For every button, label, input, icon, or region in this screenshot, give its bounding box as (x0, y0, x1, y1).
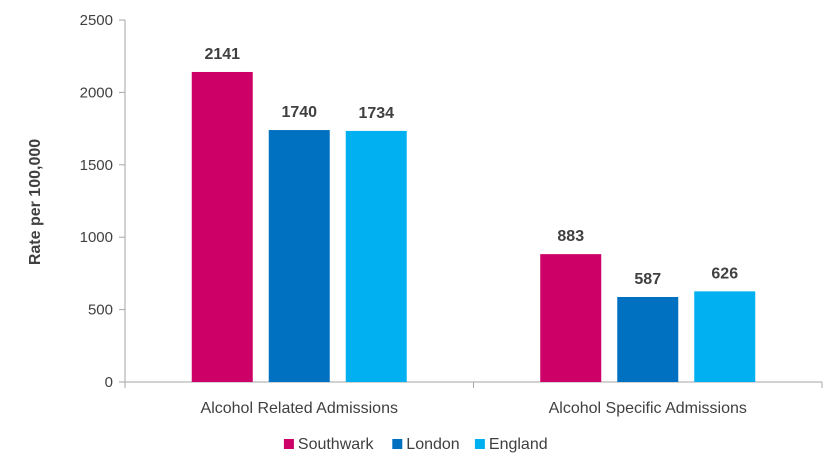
legend: Southwark London England (283, 436, 548, 453)
x-category-label: Alcohol Related Admissions (201, 400, 398, 417)
data-labels: 2141 1740 1734 883 587 626 (204, 46, 738, 288)
legend-swatch (283, 439, 294, 449)
bar (694, 291, 756, 382)
bar-data-label: 1740 (281, 104, 317, 121)
legend-label: Southwark (298, 436, 375, 453)
y-tick-label: 500 (88, 302, 113, 319)
bars (191, 71, 756, 382)
legend-swatch (474, 439, 485, 449)
legend-swatch (392, 439, 403, 449)
bar (540, 254, 602, 382)
bar (345, 130, 407, 382)
bar (191, 71, 253, 382)
y-tick-label: 1500 (80, 157, 113, 174)
y-tick-label: 2500 (80, 12, 113, 29)
bar (617, 297, 679, 382)
x-category-label: Alcohol Specific Admissions (549, 400, 747, 417)
bar-data-label: 2141 (204, 46, 240, 63)
bar-data-label: 587 (634, 271, 661, 288)
legend-label: England (489, 436, 548, 453)
x-axis: Alcohol Related Admissions Alcohol Specif… (124, 381, 823, 417)
bar-data-label: 1734 (358, 105, 394, 122)
bar (268, 130, 330, 382)
y-tick-label: 2000 (80, 84, 113, 101)
y-tick-label: 0 (105, 374, 113, 391)
bar-data-label: 626 (711, 265, 738, 282)
y-axis: 0 500 1000 1500 2000 2500 (80, 12, 126, 391)
y-tick-label: 1000 (80, 229, 113, 246)
bar-data-label: 883 (557, 228, 584, 245)
legend-label: London (406, 436, 459, 453)
y-axis-title: Rate per 100,000 (27, 139, 44, 265)
